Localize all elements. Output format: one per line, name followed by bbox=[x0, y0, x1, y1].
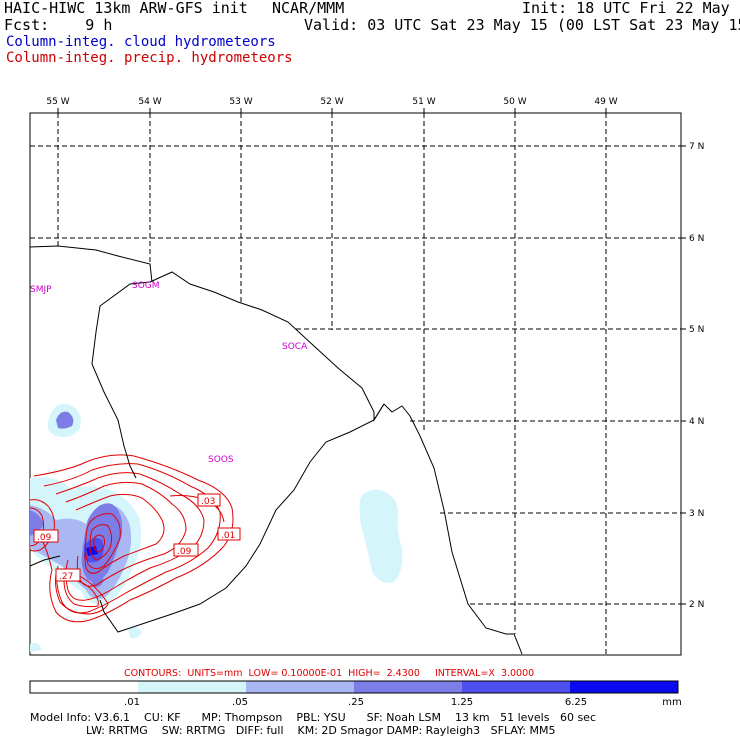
station-label: SOGM bbox=[132, 281, 160, 291]
contour-label-group: .03 .01 .09 .09 .27 bbox=[33, 493, 241, 582]
lat-label: 5 N bbox=[689, 325, 704, 335]
lon-label: 50 W bbox=[503, 97, 526, 107]
lon-label: 49 W bbox=[594, 97, 617, 107]
station-label: SMJP bbox=[30, 285, 52, 295]
colorbar-unit: mm bbox=[662, 697, 681, 708]
lon-label: 52 W bbox=[320, 97, 343, 107]
lat-label: 7 N bbox=[689, 142, 704, 152]
lat-label: 2 N bbox=[689, 600, 704, 610]
model-info-line1: Model Info: V3.6.1 CU: KF MP: Thompson P… bbox=[30, 711, 597, 724]
lat-lon-grid bbox=[30, 113, 681, 655]
contour-label: .27 bbox=[59, 572, 73, 582]
valid-time: Valid: 03 UTC Sat 23 May 15 (00 LST Sat … bbox=[304, 16, 740, 34]
contour-label: .03 bbox=[201, 497, 215, 507]
forecast-hour: Fcst: 9 h bbox=[4, 16, 113, 34]
field-precip-label: Column-integ. precip. hydrometeors bbox=[6, 50, 293, 66]
model-info-line2: LW: RRTMG SW: RRTMG DIFF: full KM: 2D Sm… bbox=[30, 724, 556, 737]
lat-label: 6 N bbox=[689, 234, 704, 244]
cloud-shading bbox=[30, 403, 403, 652]
center-name: NCAR/MMM bbox=[272, 0, 345, 17]
lon-label: 51 W bbox=[412, 97, 435, 107]
station-labels: SMJP SOGM SOCA SOOS bbox=[30, 281, 308, 465]
axis-ticks bbox=[57, 108, 686, 605]
lat-label: 3 N bbox=[689, 509, 704, 519]
contour-label: .09 bbox=[177, 547, 192, 557]
contour-info: CONTOURS: UNITS=mm LOW= 0.10000E-01 HIGH… bbox=[124, 668, 534, 679]
colorbar-ticks: .01 .05 .25 1.25 6.25 mm bbox=[124, 697, 682, 708]
contour-label: .01 bbox=[221, 531, 235, 541]
lon-label: 54 W bbox=[138, 97, 161, 107]
colorbar bbox=[29, 680, 679, 694]
lon-labels: 55 W 54 W 53 W 52 W 51 W 50 W 49 W bbox=[46, 97, 617, 107]
init-time: Init: 18 UTC Fri 22 May 15 bbox=[522, 0, 740, 17]
colorbar-tick: .05 bbox=[232, 697, 248, 708]
map-frame bbox=[29, 112, 682, 656]
contour-label: .09 bbox=[37, 533, 52, 543]
lon-label: 53 W bbox=[229, 97, 252, 107]
lat-label: 4 N bbox=[689, 417, 704, 427]
model-title: HAIC-HIWC 13km ARW-GFS init bbox=[4, 0, 248, 17]
lat-labels: 7 N 6 N 5 N 4 N 3 N 2 N bbox=[689, 142, 704, 610]
colorbar-tick: .25 bbox=[348, 697, 364, 708]
station-label: SOOS bbox=[208, 455, 234, 465]
field-cloud-label: Column-integ. cloud hydrometeors bbox=[6, 34, 276, 50]
station-label: SOCA bbox=[282, 342, 308, 352]
colorbar-tick: 1.25 bbox=[451, 697, 473, 708]
lon-label: 55 W bbox=[46, 97, 69, 107]
colorbar-tick: 6.25 bbox=[565, 697, 587, 708]
colorbar-tick: .01 bbox=[124, 697, 140, 708]
coastline bbox=[29, 245, 523, 655]
